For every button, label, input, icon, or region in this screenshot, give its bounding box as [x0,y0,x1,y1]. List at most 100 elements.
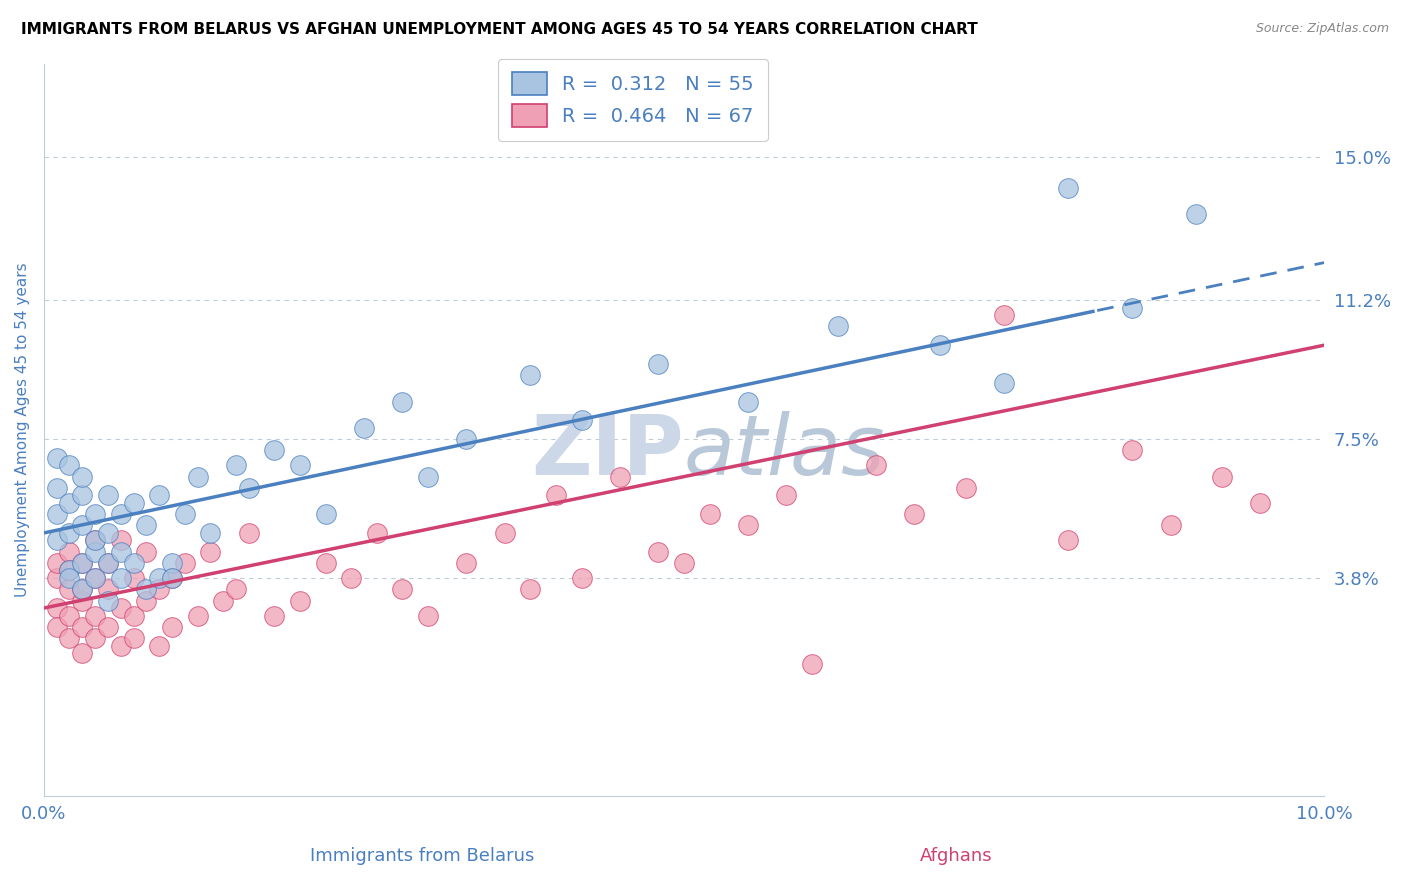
Point [737,394,759,409]
Point [135,582,157,597]
Point [58,582,80,597]
Point [72,593,94,607]
Point [391,582,413,597]
Point [97,525,120,540]
Point [173,556,195,570]
Point [45,556,67,570]
Point [737,518,759,533]
Point [391,394,413,409]
Text: Source: ZipAtlas.com: Source: ZipAtlas.com [1256,22,1389,36]
Point [827,319,849,334]
Point [288,593,311,607]
Point [148,639,170,653]
Point [97,582,120,597]
Point [84,533,107,548]
Point [200,525,222,540]
Point [186,608,208,623]
Point [519,582,541,597]
Y-axis label: Unemployment Among Ages 45 to 54 years: Unemployment Among Ages 45 to 54 years [15,262,30,597]
Point [647,357,669,371]
Point [58,564,80,578]
Point [84,571,107,585]
Point [148,571,170,585]
Point [72,556,94,570]
Point [544,488,567,502]
Point [148,488,170,502]
Point [263,443,285,458]
Point [609,469,631,483]
Point [903,507,925,521]
Point [340,571,363,585]
Point [97,593,120,607]
Point [416,469,439,483]
Point [58,631,80,645]
Text: Immigrants from Belarus: Immigrants from Belarus [309,847,534,865]
Point [929,338,952,352]
Point [315,507,337,521]
Point [84,631,107,645]
Point [200,545,222,559]
Point [122,556,145,570]
Point [58,458,80,473]
Point [72,582,94,597]
Point [775,488,797,502]
Text: atlas: atlas [685,411,886,492]
Point [1185,207,1208,221]
Point [571,413,593,427]
Text: Afghans: Afghans [920,847,993,865]
Point [58,545,80,559]
Point [673,556,696,570]
Point [84,507,107,521]
Point [84,533,107,548]
Point [1211,469,1233,483]
Point [160,571,183,585]
Point [97,556,120,570]
Point [58,525,80,540]
Point [288,458,311,473]
Point [225,582,247,597]
Point [148,582,170,597]
Point [72,488,94,502]
Point [186,469,208,483]
Point [353,421,375,435]
Point [1249,496,1271,510]
Point [456,432,478,446]
Point [84,608,107,623]
Legend: R =  0.312   N = 55, R =  0.464   N = 67: R = 0.312 N = 55, R = 0.464 N = 67 [498,59,768,141]
Point [1057,180,1080,194]
Point [160,556,183,570]
Point [84,545,107,559]
Point [263,608,285,623]
Point [110,601,132,615]
Point [45,620,67,634]
Point [1160,518,1182,533]
Point [72,620,94,634]
Point [135,593,157,607]
Point [122,571,145,585]
Point [58,608,80,623]
Point [955,481,977,495]
Point [238,481,260,495]
Point [45,601,67,615]
Point [366,525,388,540]
Point [135,518,157,533]
Text: ZIP: ZIP [531,411,685,492]
Point [110,533,132,548]
Point [72,556,94,570]
Point [45,507,67,521]
Point [135,545,157,559]
Point [110,571,132,585]
Point [110,639,132,653]
Point [212,593,235,607]
Point [160,620,183,634]
Point [122,496,145,510]
Point [315,556,337,570]
Point [122,608,145,623]
Point [84,571,107,585]
Point [699,507,721,521]
Point [647,545,669,559]
Point [1057,533,1080,548]
Point [110,545,132,559]
Point [45,533,67,548]
Point [801,657,824,672]
